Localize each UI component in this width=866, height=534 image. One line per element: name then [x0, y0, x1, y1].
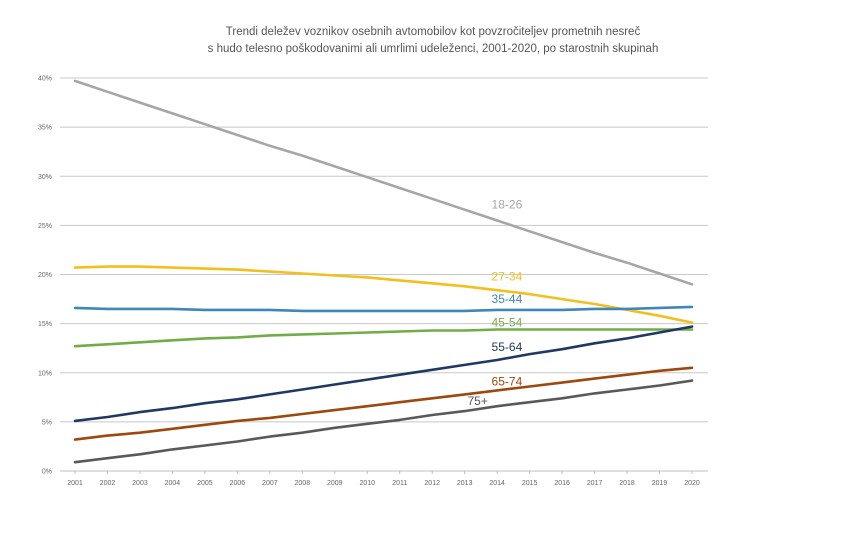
x-tick-label: 2016	[554, 480, 570, 487]
x-tick-label: 2010	[359, 480, 375, 487]
series-line-65-74	[73, 366, 694, 441]
series-line-55-64	[73, 325, 694, 423]
chart-title: Trendi deležev voznikov osebnih avtomobi…	[0, 24, 866, 58]
x-tick-label: 2001	[67, 480, 83, 487]
x-tick-label: 2015	[522, 480, 538, 487]
series-label-35-44: 35-44	[492, 292, 523, 306]
x-tick-label: 2017	[587, 480, 603, 487]
y-tick-label: 15%	[38, 321, 52, 328]
y-tick-label: 0%	[42, 469, 52, 476]
series-line-18-26	[73, 79, 694, 286]
x-tick-label: 2019	[652, 480, 668, 487]
x-tick-label: 2020	[684, 480, 700, 487]
series-lines	[73, 79, 694, 464]
series-line-27-34	[73, 265, 694, 324]
series-labels: 18-26 27-34 35-44 45-54 55-64 65-74 75+	[467, 198, 522, 408]
y-tick-label: 25%	[38, 223, 52, 230]
x-tick-label: 2013	[457, 480, 473, 487]
series-label-27-34: 27-34	[492, 269, 523, 283]
y-tick-label: 30%	[38, 174, 52, 181]
x-axis-ticks: 2001 2002 2003 2004 2005 2006 2007 2008 2009 2010…	[67, 471, 700, 487]
y-tick-label: 40%	[38, 76, 52, 83]
x-tick-label: 2008	[295, 480, 311, 487]
series-label-45-54: 45-54	[492, 316, 523, 330]
series-label-65-74: 65-74	[492, 375, 523, 389]
series-label-55-64: 55-64	[492, 340, 523, 354]
x-tick-label: 2003	[132, 480, 148, 487]
series-label-75+: 75+	[467, 394, 487, 408]
x-tick-label: 2014	[489, 480, 505, 487]
x-tick-label: 2006	[230, 480, 246, 487]
x-tick-label: 2018	[619, 480, 635, 487]
series-line-45-54	[73, 328, 694, 348]
y-tick-label: 5%	[42, 419, 52, 426]
x-tick-label: 2002	[100, 480, 116, 487]
chart-title-line-1: Trendi deležev voznikov osebnih avtomobi…	[225, 26, 641, 38]
y-tick-label: 10%	[38, 370, 52, 377]
x-tick-label: 2004	[165, 480, 181, 487]
series-line-75+	[73, 379, 694, 464]
series-label-18-26: 18-26	[492, 198, 523, 212]
y-tick-label: 20%	[38, 272, 52, 279]
x-tick-label: 2005	[197, 480, 213, 487]
y-tick-label: 35%	[38, 125, 52, 132]
x-tick-label: 2012	[424, 480, 440, 487]
series-line-35-44	[73, 305, 694, 313]
chart-title-line-2: s hudo telesno poškodovanimi ali umrlimi…	[207, 43, 659, 55]
x-tick-label: 2009	[327, 480, 343, 487]
gridlines	[60, 77, 708, 472]
x-tick-label: 2011	[392, 480, 407, 487]
x-tick-label: 2007	[262, 480, 278, 487]
y-axis-ticks: 0% 5% 10% 15% 20% 25% 30% 35% 40%	[38, 76, 52, 476]
